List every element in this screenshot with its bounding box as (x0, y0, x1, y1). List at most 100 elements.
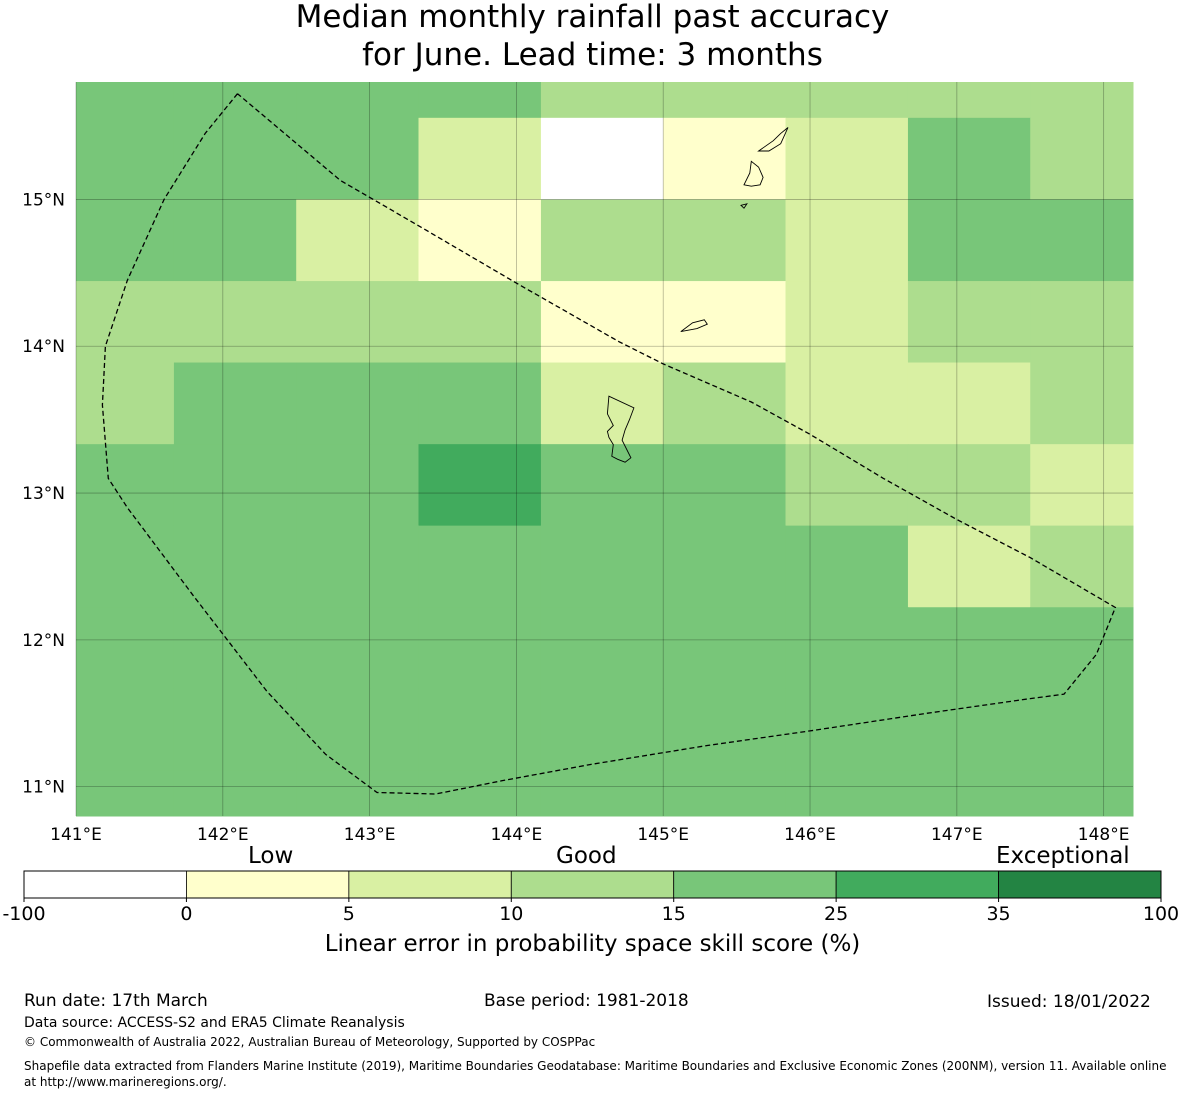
skill-cell-r3-c4 (540, 281, 664, 364)
skill-cell-r0-c5 (663, 82, 787, 119)
skill-cell-r3-c3 (418, 281, 542, 364)
island-outline-4 (740, 203, 748, 209)
skill-cell-r1-c1 (173, 117, 297, 200)
category-label-good: Good (556, 843, 617, 869)
skill-cell-r2-c7 (907, 199, 1031, 282)
skill-cell-r3-c0 (76, 281, 175, 364)
colorbar (23, 870, 1162, 899)
skill-cell-r5-c3 (418, 444, 542, 527)
skill-cell-r0-c4 (540, 82, 664, 119)
skill-cells (76, 82, 1134, 817)
colorbar-ticks: -100 0 5 10 15 25 35 100 (2, 898, 1179, 925)
skill-cell-r7-c3 (418, 607, 542, 690)
skill-cell-r7-c6 (785, 607, 909, 690)
skill-cell-r6-c0 (76, 525, 175, 608)
skill-cell-r5-c6 (785, 444, 909, 527)
y-tick-label: 14°N (22, 337, 65, 357)
skill-cell-r4-c4 (540, 362, 664, 445)
colorbar-tick-label: 35 (986, 903, 1010, 925)
skill-cell-r1-c0 (76, 117, 175, 200)
skill-cell-r6-c6 (785, 525, 909, 608)
skill-cell-r2-c0 (76, 199, 175, 282)
colorbar-swatch-5 (835, 870, 999, 899)
chart-title: Median monthly rainfall past accuracy fo… (0, 0, 1185, 74)
skill-cell-r2-c1 (173, 199, 297, 282)
skill-cell-r3-c8 (1030, 281, 1134, 364)
skill-cell-r2-c4 (540, 199, 664, 282)
skill-cell-r9-c1 (173, 770, 297, 817)
skill-cell-r8-c5 (663, 688, 787, 771)
skill-cell-r5-c8 (1030, 444, 1134, 527)
colorbar-tick-label: 100 (1143, 903, 1179, 925)
skill-cell-r4-c1 (173, 362, 297, 445)
skill-cell-r4-c2 (296, 362, 419, 445)
skill-cell-r5-c4 (540, 444, 664, 527)
island-outline-1 (680, 319, 708, 333)
skill-cell-r0-c8 (1030, 82, 1134, 119)
colorbar-tick-label: 5 (343, 903, 355, 925)
skill-cell-r9-c4 (540, 770, 664, 817)
skill-cell-r6-c5 (663, 525, 787, 608)
skill-cell-r8-c2 (296, 688, 419, 771)
category-label-low: Low (248, 843, 294, 869)
run-date: Run date: 17th March (24, 991, 208, 1011)
x-tick-label: 141°E (50, 825, 102, 845)
skill-cell-r0-c3 (418, 82, 542, 119)
skill-cell-r1-c3 (418, 117, 542, 200)
skill-cell-r8-c3 (418, 688, 542, 771)
map-gridlines (75, 82, 1133, 816)
shapefile-credit-line-1: Shapefile data extracted from Flanders M… (24, 1059, 1167, 1073)
skill-cell-r3-c5 (663, 281, 787, 364)
skill-cell-r0-c2 (296, 82, 419, 119)
skill-cell-r6-c3 (418, 525, 542, 608)
skill-cell-r9-c0 (76, 770, 175, 817)
skill-cell-r0-c6 (785, 82, 909, 119)
skill-cell-r3-c7 (907, 281, 1031, 364)
x-tick-label: 148°E (1078, 825, 1130, 845)
skill-cell-r2-c5 (663, 199, 787, 282)
skill-cell-r3-c2 (296, 281, 419, 364)
skill-cell-r8-c0 (76, 688, 175, 771)
y-axis-ticks: 15°N 14°N 13°N 12°N 11°N (22, 190, 65, 797)
colorbar-swatch-2 (348, 870, 512, 899)
skill-cell-r4-c3 (418, 362, 542, 445)
x-tick-label: 144°E (491, 825, 543, 845)
skill-cell-r1-c6 (785, 117, 909, 200)
skill-cell-r0-c1 (173, 82, 297, 119)
skill-cell-r7-c0 (76, 607, 175, 690)
issued-date: Issued: 18/01/2022 (987, 992, 1151, 1012)
skill-cell-r5-c2 (296, 444, 419, 527)
skill-cell-r2-c3 (418, 199, 542, 282)
skill-cell-r9-c3 (418, 770, 542, 817)
colorbar-swatch-6 (998, 870, 1162, 899)
skill-cell-r1-c2 (296, 117, 419, 200)
colorbar-tick-label: 25 (824, 903, 848, 925)
skill-cell-r7-c4 (540, 607, 664, 690)
skill-cell-r7-c2 (296, 607, 419, 690)
skill-cell-r6-c1 (173, 525, 297, 608)
skill-cell-r5-c1 (173, 444, 297, 527)
skill-cell-r5-c7 (907, 444, 1031, 527)
island-outline-0 (606, 395, 635, 463)
x-tick-label: 146°E (784, 825, 836, 845)
skill-cell-r1-c7 (907, 117, 1031, 200)
skill-cell-r7-c8 (1030, 607, 1134, 690)
skill-cell-r9-c6 (785, 770, 909, 817)
skill-cell-r1-c8 (1030, 117, 1134, 200)
chart-title-line-1: Median monthly rainfall past accuracy (295, 0, 890, 35)
category-label-exceptional: Exceptional (996, 843, 1130, 869)
colorbar-tick-label: 15 (662, 903, 686, 925)
skill-cell-r4-c8 (1030, 362, 1134, 445)
skill-cell-r8-c6 (785, 688, 909, 771)
skill-cell-r1-c4 (540, 117, 664, 200)
shapefile-credit-line-2: at http://www.marineregions.org/. (24, 1075, 227, 1089)
colorbar-tick-label: 10 (499, 903, 523, 925)
y-tick-label: 13°N (22, 484, 65, 504)
skill-cell-r8-c4 (540, 688, 664, 771)
x-axis-ticks: 141°E 142°E 143°E 144°E 145°E 146°E 147°E 148°E (50, 825, 1129, 845)
skill-cell-r5-c5 (663, 444, 787, 527)
skill-cell-r5-c0 (76, 444, 175, 527)
colorbar-swatch-3 (510, 870, 675, 899)
y-tick-label: 12°N (22, 631, 65, 651)
colorbar-swatch-1 (186, 870, 350, 899)
